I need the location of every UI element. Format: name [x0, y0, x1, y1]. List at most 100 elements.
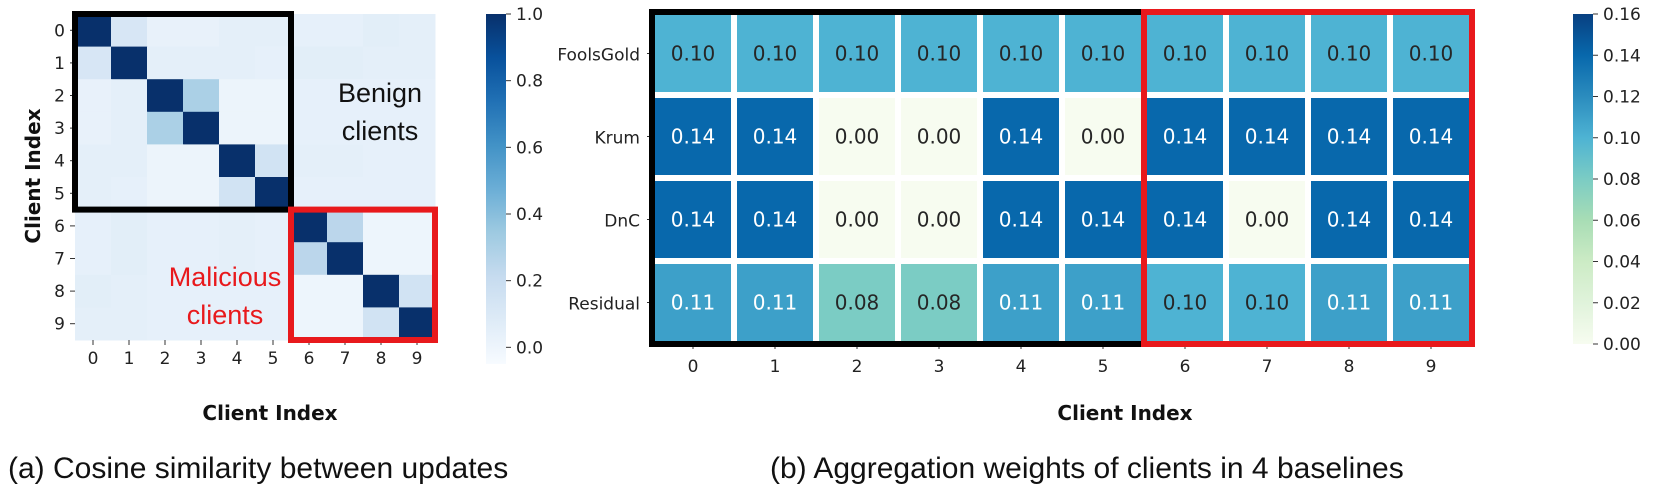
- cell-value-label: 0.14: [1163, 125, 1208, 149]
- heatmap-cell: [219, 177, 256, 211]
- heatmap-cell: [363, 274, 400, 308]
- heatmap-cell: [255, 144, 292, 178]
- heatmap-cell: [75, 242, 112, 276]
- heatmap-cell: [219, 46, 256, 80]
- heatmap-cell: [1311, 264, 1387, 341]
- x-tick-label: 2: [160, 349, 171, 369]
- cell-value-label: 0.00: [917, 208, 962, 232]
- heatmap-cell: [327, 79, 364, 113]
- heatmap-cell: [291, 46, 328, 80]
- x-tick-label: 7: [1262, 357, 1273, 377]
- heatmap-cell: [1311, 181, 1387, 258]
- y-tick-label: 9: [54, 315, 65, 335]
- colorbar-tick-label: 0.06: [1603, 211, 1641, 231]
- cell-value-label: 0.00: [917, 125, 962, 149]
- malicious-clients-box: [288, 206, 438, 343]
- cell-value-label: 0.14: [999, 125, 1044, 149]
- heatmap-cell: [1393, 98, 1469, 175]
- heatmap-cell: [219, 274, 256, 308]
- x-tick-label: 8: [376, 349, 387, 369]
- heatmap-cell: [255, 46, 292, 80]
- x-tick-label: 8: [1344, 357, 1355, 377]
- heatmap-b-y-ticks: FoolsGold Krum DnC Residual: [557, 46, 652, 315]
- heatmap-cell: [1147, 264, 1223, 341]
- heatmap-cell: [111, 274, 148, 308]
- heatmap-cell: [291, 14, 328, 48]
- heatmap-cell: [183, 242, 220, 276]
- heatmap-cell: [183, 307, 220, 341]
- heatmap-cell: [147, 209, 184, 243]
- x-tick-label: 0: [688, 357, 699, 377]
- heatmap-cell: [983, 98, 1059, 175]
- heatmap-cell: [819, 15, 895, 92]
- cell-value-label: 0.14: [671, 125, 716, 149]
- colorbar-tick-label: 0.08: [1603, 170, 1641, 190]
- colorbar-b-ticks: 0.16 0.14 0.12 0.10 0.08 0.06 0.04 0.02 0.00: [1593, 5, 1641, 355]
- heatmap-cell: [183, 177, 220, 211]
- heatmap-cell: [363, 242, 400, 276]
- heatmap-cell: [399, 144, 436, 178]
- heatmap-cell: [219, 79, 256, 113]
- heatmap-cell: [363, 111, 400, 145]
- malicious-clients-box-b: [1141, 9, 1475, 347]
- heatmap-cell: [901, 98, 977, 175]
- heatmap-cell: [327, 242, 364, 276]
- heatmap-cell: [75, 14, 112, 48]
- cell-value-label: 0.10: [1327, 42, 1372, 66]
- colorbar-a-ticks: 1.0 0.8 0.6 0.4 0.2 0.0: [506, 5, 543, 358]
- heatmap-cell: [75, 111, 112, 145]
- heatmap-cell: [75, 307, 112, 341]
- colorbar-tick-label: 0.8: [516, 72, 543, 92]
- y-tick-label: 8: [54, 282, 65, 302]
- heatmap-cell: [183, 14, 220, 48]
- cell-value-label: 0.08: [917, 291, 962, 315]
- heatmap-cell: [111, 111, 148, 145]
- heatmap-cell: [363, 209, 400, 243]
- heatmap-cell: [111, 307, 148, 341]
- colorbar-tick-label: 0.04: [1603, 253, 1641, 273]
- heatmap-cell: [183, 209, 220, 243]
- cell-value-label: 0.00: [835, 125, 880, 149]
- heatmap-cell: [399, 46, 436, 80]
- heatmap-cell: [737, 264, 813, 341]
- cell-value-label: 0.14: [1327, 208, 1372, 232]
- heatmap-cell: [655, 181, 731, 258]
- heatmap-cell: [901, 15, 977, 92]
- heatmap-cell: [363, 144, 400, 178]
- heatmap-cell: [819, 98, 895, 175]
- cell-value-label: 0.10: [917, 42, 962, 66]
- heatmap-cell: [291, 307, 328, 341]
- heatmap-cell: [327, 307, 364, 341]
- heatmap-cell: [291, 111, 328, 145]
- heatmap-cell: [327, 14, 364, 48]
- y-tick-label: 3: [54, 119, 65, 139]
- x-tick-label: 5: [1098, 357, 1109, 377]
- heatmap-cell: [255, 79, 292, 113]
- y-tick-label: Residual: [568, 295, 640, 315]
- x-tick-label: 3: [934, 357, 945, 377]
- x-tick-label: 7: [340, 349, 351, 369]
- y-tick-label: 5: [54, 184, 65, 204]
- benign-label-line1: Benign: [338, 78, 422, 108]
- colorbar-tick-label: 1.0: [516, 5, 543, 25]
- heatmap-cell: [219, 242, 256, 276]
- heatmap-cell: [255, 242, 292, 276]
- heatmap-cell: [1147, 15, 1223, 92]
- heatmap-cell: [399, 209, 436, 243]
- cell-value-label: 0.10: [1163, 291, 1208, 315]
- x-tick-label: 3: [196, 349, 207, 369]
- cell-value-label: 0.14: [999, 208, 1044, 232]
- y-tick-label: 6: [54, 217, 65, 237]
- cell-value-label: 0.10: [1245, 42, 1290, 66]
- cell-value-label: 0.14: [1327, 125, 1372, 149]
- cell-value-label: 0.11: [753, 291, 798, 315]
- heatmap-cell: [75, 209, 112, 243]
- cell-value-label: 0.10: [1245, 291, 1290, 315]
- heatmap-cell: [1065, 15, 1141, 92]
- cell-value-label: 0.11: [1327, 291, 1372, 315]
- benign-clients-box: [72, 11, 294, 213]
- x-tick-label: 0: [88, 349, 99, 369]
- heatmap-cell: [75, 79, 112, 113]
- cell-value-label: 0.10: [1163, 42, 1208, 66]
- heatmap-cell: [1229, 15, 1305, 92]
